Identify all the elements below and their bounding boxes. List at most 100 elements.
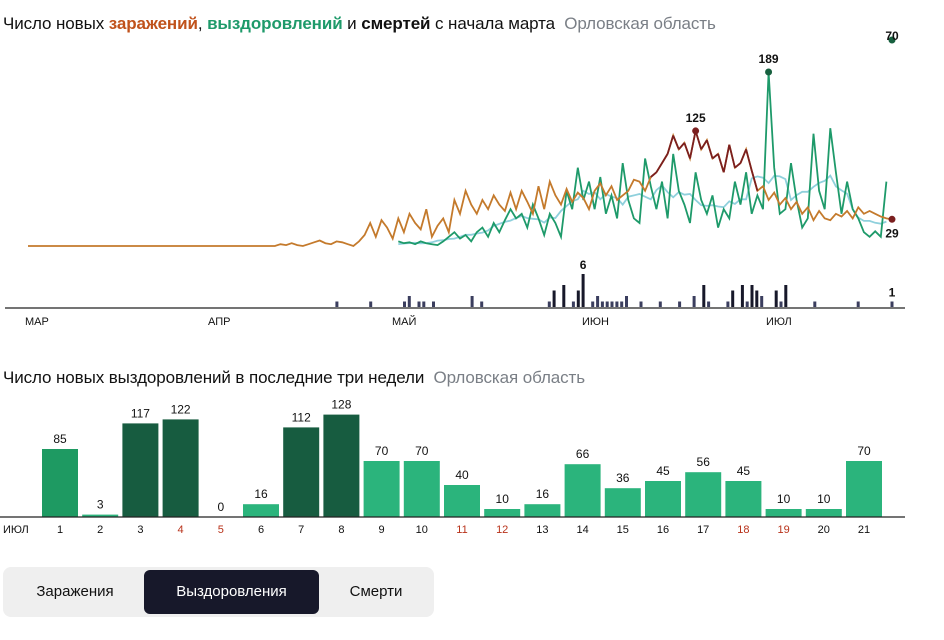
recoveries-last-label: 70 (885, 29, 899, 43)
deaths-bar (702, 285, 706, 307)
deaths-bar (417, 301, 421, 307)
deaths-bar (600, 301, 604, 307)
deaths-bar (707, 301, 711, 307)
bar[interactable] (725, 481, 762, 517)
x-label: 20 (818, 524, 830, 536)
tab-deaths[interactable]: Смерти (349, 583, 403, 600)
deaths-bar (779, 301, 783, 307)
deaths-bar (890, 301, 894, 307)
deaths-bar (403, 301, 406, 307)
title-sep: , (197, 14, 208, 33)
deaths-bar (591, 301, 595, 307)
bar[interactable] (243, 504, 279, 517)
deaths-bar (335, 301, 339, 307)
tick-jun: ИЮН (582, 316, 609, 328)
x-label: 11 (456, 524, 467, 536)
deaths-bar (552, 290, 556, 307)
x-label: 2 (97, 524, 103, 536)
x-label: 12 (496, 524, 508, 536)
tab-infections[interactable]: Заражения (36, 583, 114, 600)
deaths-bar (610, 301, 614, 307)
recoveries-peak-label: 189 (759, 52, 779, 66)
bar-value-label: 56 (697, 455, 711, 469)
bar[interactable] (444, 485, 480, 517)
metric-tabs: Заражения Выздоровления Смерти (3, 567, 434, 617)
title-text: Число новых выздоровлений в последние тр… (3, 368, 425, 387)
x-labels: 1 2 3 4 5 6 7 8 9 10 11 12 13 14 15 16 17 18 19 20 21 (57, 524, 870, 536)
bar-value-label: 70 (375, 444, 389, 458)
deaths-bar (726, 301, 730, 307)
deaths-bar (750, 285, 754, 307)
deaths-bar (639, 301, 643, 307)
bar[interactable] (645, 481, 681, 517)
deaths-bar (407, 296, 411, 307)
deaths-bar (571, 301, 575, 307)
bar[interactable] (42, 449, 78, 517)
bar-value-label: 112 (292, 410, 311, 424)
bar[interactable] (283, 427, 320, 517)
bar[interactable] (162, 419, 199, 517)
x-label: 21 (858, 524, 870, 536)
bar-value-label: 40 (455, 468, 469, 482)
bar[interactable] (765, 509, 802, 517)
deaths-bar (615, 301, 619, 307)
bar[interactable] (403, 461, 440, 517)
bar[interactable] (604, 488, 641, 517)
bar-value-label: 10 (496, 492, 510, 506)
deaths-bar (581, 274, 585, 307)
title-text: с начала марта (430, 14, 556, 33)
deaths-bar (422, 301, 426, 307)
bar[interactable] (82, 514, 119, 517)
deaths-bar (596, 296, 600, 307)
recoveries-peak-dot (765, 68, 773, 76)
deaths-bar (625, 296, 628, 307)
bar-value-label: 85 (53, 432, 67, 446)
bar[interactable] (685, 472, 722, 517)
month-label: ИЮЛ (3, 524, 29, 536)
deaths-bar (784, 285, 788, 307)
x-label: 5 (218, 524, 224, 536)
deaths-bar (760, 296, 764, 307)
deaths-bars (335, 274, 894, 307)
recoveries-last-dot (888, 36, 896, 44)
bar-value-label: 66 (576, 447, 590, 461)
timeline-chart[interactable]: МАР АПР МАЙ ИЮН ИЮЛ 125 189 70 29 6 1 (0, 29, 944, 340)
infections-last-label: 29 (885, 226, 899, 240)
bar[interactable] (846, 461, 882, 517)
bar[interactable] (323, 414, 360, 517)
bar[interactable] (564, 464, 601, 517)
x-label: 16 (657, 524, 669, 536)
tab-recoveries[interactable]: Выздоровления (144, 570, 319, 614)
infections-last-dot (888, 215, 896, 223)
bar-value-label: 70 (415, 444, 429, 458)
bar[interactable] (524, 504, 561, 517)
annotations: 125 189 70 29 6 1 (580, 29, 899, 300)
title-region: Орловская область (564, 14, 716, 33)
deaths-bar (470, 296, 474, 307)
bar[interactable] (122, 423, 159, 517)
x-label: 15 (617, 524, 629, 536)
chart1-title: Число новых заражений, выздоровлений и с… (3, 14, 716, 34)
tick-mar: МАР (25, 316, 49, 328)
x-tick-labels: МАР АПР МАЙ ИЮН ИЮЛ (25, 315, 792, 328)
infections-peak-dot (692, 127, 700, 135)
bar[interactable] (484, 509, 521, 517)
deaths-bar (547, 301, 551, 307)
bar-value-label: 10 (817, 492, 831, 506)
bar[interactable] (805, 509, 842, 517)
deaths-bar (774, 290, 778, 307)
deaths-bar (605, 301, 609, 307)
x-label: 1 (57, 524, 63, 536)
deaths-bar (620, 301, 624, 307)
deaths-bar (731, 290, 735, 307)
x-label: 9 (379, 524, 385, 536)
x-label: 4 (178, 524, 184, 536)
deaths-last-label: 1 (889, 286, 896, 300)
bar[interactable] (363, 461, 400, 517)
deaths-bar (562, 285, 566, 307)
bar-value-label: 16 (254, 487, 268, 501)
tick-jul: ИЮЛ (766, 316, 792, 328)
bar-value-label: 36 (616, 471, 630, 485)
infections-peak-label: 125 (686, 111, 706, 125)
